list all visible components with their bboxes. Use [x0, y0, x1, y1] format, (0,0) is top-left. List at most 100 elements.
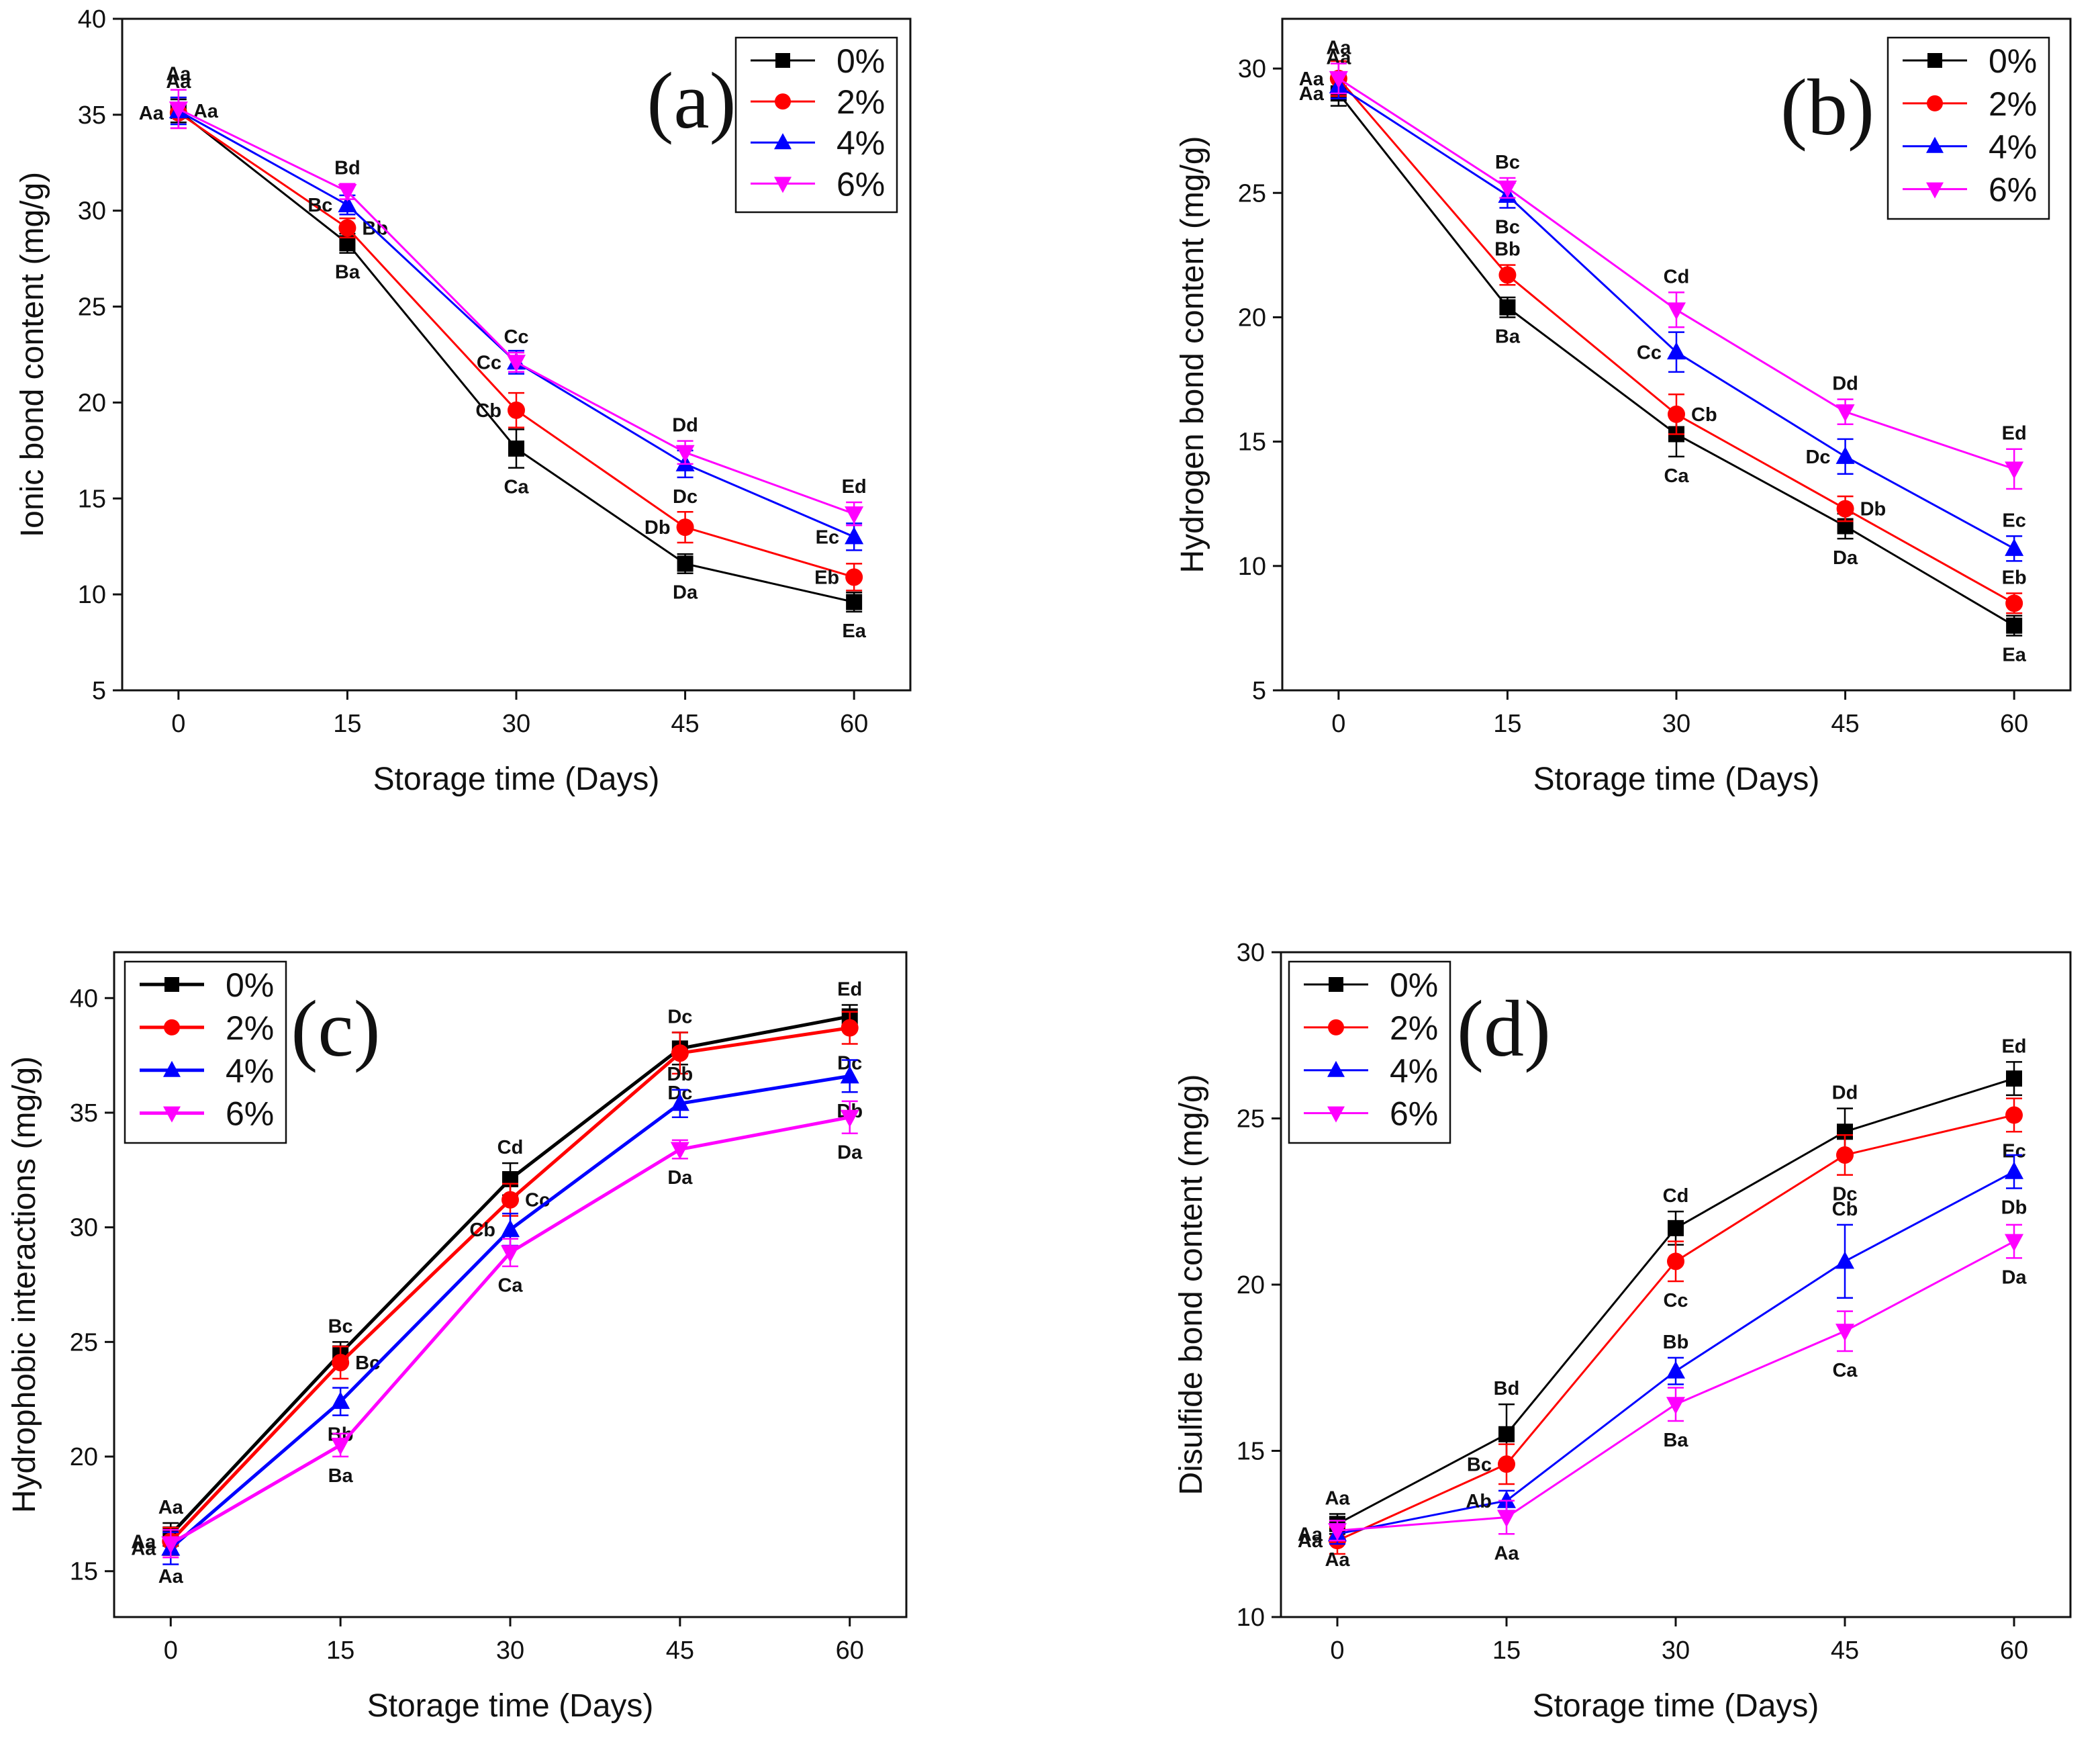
y-tick-label: 25: [1237, 1105, 1265, 1134]
data-point: [1499, 299, 1516, 316]
significance-label: Ab: [1466, 1491, 1492, 1512]
significance-label: Cb: [475, 400, 502, 422]
significance-label: Db: [667, 1064, 694, 1085]
significance-label: Bb: [1663, 1332, 1689, 1353]
panel-label: (d): [1457, 984, 1551, 1073]
x-tick-label: 15: [1493, 710, 1521, 738]
data-point: [508, 441, 524, 457]
significance-label: Da: [1833, 547, 1858, 569]
x-tick-label: 60: [2000, 1637, 2028, 1665]
series-6pct: Aa Aa Ba Ca Da: [1325, 1224, 2027, 1571]
significance-label: Aa: [131, 1531, 156, 1553]
data-point: [1328, 1523, 1347, 1541]
significance-label: Aa: [131, 1538, 156, 1560]
significance-label: Dc: [1832, 1184, 1857, 1205]
significance-label: Cd: [1664, 266, 1690, 287]
legend-marker: [164, 1019, 180, 1035]
legend-marker: [775, 93, 791, 110]
significance-label: Aa: [1299, 68, 1325, 90]
significance-label: Ed: [2001, 1035, 2026, 1057]
panel-label: (c): [291, 984, 380, 1073]
data-point: [2006, 1070, 2022, 1087]
y-tick-label: 25: [78, 293, 106, 322]
data-point: [2005, 538, 2024, 556]
significance-label: Aa: [1299, 83, 1325, 105]
panel-label: (a): [647, 56, 736, 145]
significance-label: Ba: [1495, 326, 1521, 347]
legend-marker: [774, 133, 792, 150]
significance-label: Ec: [816, 526, 839, 548]
significance-label: Da: [837, 1142, 863, 1164]
data-point: [1498, 1426, 1515, 1442]
significance-label: Ed: [2002, 423, 2027, 445]
significance-label: Dd: [672, 415, 698, 436]
series-line: [1337, 1114, 2015, 1542]
data-point: [338, 184, 357, 202]
significance-label: Da: [667, 1167, 693, 1189]
series-6pct: Aa Bd Cc Dd Ed: [166, 64, 867, 526]
legend-marker: [164, 977, 179, 992]
significance-label: Aa: [1326, 38, 1351, 59]
legend: 0%2%4%6%: [1887, 36, 2050, 220]
y-tick-label: 20: [1237, 1271, 1265, 1299]
data-point: [845, 526, 864, 545]
legend-label: 6%: [226, 1095, 274, 1133]
data-point: [1329, 71, 1348, 89]
x-axis-title: Storage time (Days): [367, 1688, 654, 1724]
series-line: [1337, 1240, 2015, 1532]
significance-label: Bd: [334, 158, 361, 179]
y-tick-label: 40: [70, 984, 98, 1013]
significance-label: Ba: [1663, 1430, 1688, 1451]
y-tick-label: 25: [1238, 179, 1266, 208]
x-tick-label: 60: [836, 1637, 864, 1665]
y-tick-label: 30: [78, 197, 106, 226]
significance-label: Cb: [1832, 1199, 1858, 1220]
significance-label: Aa: [158, 1497, 184, 1518]
x-tick-label: 0: [1331, 710, 1345, 738]
significance-label: Aa: [158, 1566, 184, 1587]
legend-marker: [774, 177, 792, 193]
y-axis-title: Hydrogen bond content (mg/g): [1175, 136, 1210, 573]
legend-marker: [1926, 136, 1944, 153]
data-point: [2005, 1106, 2023, 1124]
y-axis-title: Ionic bond content (mg/g): [15, 172, 50, 537]
data-point: [1498, 180, 1517, 198]
x-tick-label: 45: [1831, 710, 1859, 738]
chart-panel-c: 0 15 30 45 60 15 20 25 30 35 40 Storage time (Days)…: [7, 951, 908, 1724]
y-tick-label: 35: [70, 1099, 98, 1127]
significance-label: Ea: [842, 620, 866, 642]
significance-label: Bc: [328, 1316, 353, 1337]
y-tick-label: 5: [1252, 677, 1266, 705]
x-tick-label: 45: [666, 1637, 694, 1665]
data-point: [670, 1142, 689, 1160]
significance-label: Bc: [1495, 152, 1520, 173]
significance-label: Aa: [1325, 1549, 1350, 1571]
data-point: [2006, 617, 2023, 634]
legend-label: 4%: [226, 1052, 274, 1090]
legend-label: 6%: [1989, 171, 2037, 209]
legend: 0%2%4%6%: [734, 36, 898, 214]
y-tick-label: 15: [70, 1558, 98, 1586]
significance-label: Da: [673, 582, 698, 604]
data-point: [846, 594, 863, 610]
legend-marker: [1926, 182, 1944, 199]
x-tick-label: 60: [2000, 710, 2028, 738]
significance-label: Cc: [477, 352, 502, 373]
data-point: [1666, 1361, 1685, 1379]
data-point: [338, 219, 356, 237]
significance-label: Aa: [1298, 1524, 1323, 1545]
x-axis-title: Storage time (Days): [1533, 1688, 1819, 1724]
significance-label: Dd: [1832, 373, 1858, 395]
data-point: [507, 355, 526, 373]
x-tick-label: 30: [1662, 710, 1690, 738]
data-point: [1835, 404, 1855, 422]
series-6pct: Aa Bc Cd Dd Ed: [1326, 38, 2027, 490]
data-point: [2005, 461, 2024, 479]
significance-label: Bc: [1495, 216, 1520, 238]
x-axis-title: Storage time (Days): [1533, 762, 1820, 797]
data-point: [845, 568, 863, 586]
chart-panel-a: 0 15 30 45 60 5 10 15 20 25 30 35 40 Storage time (Da…: [15, 5, 912, 797]
